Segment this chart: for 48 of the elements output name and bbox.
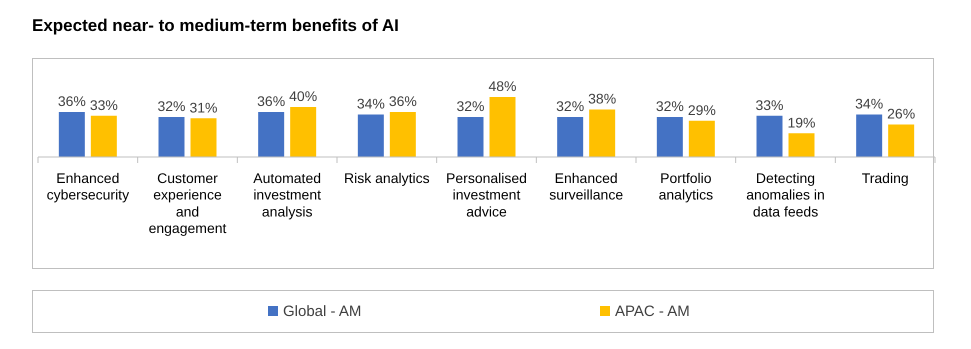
x-tick-label: Automated investment analysis <box>253 170 322 220</box>
bar <box>788 133 814 157</box>
data-label: 26% <box>887 106 916 122</box>
data-label: 36% <box>388 93 417 109</box>
bar <box>688 120 715 157</box>
bar <box>158 117 184 157</box>
bar <box>756 116 782 157</box>
bar <box>490 97 516 157</box>
bar <box>888 124 914 157</box>
x-tick-label: Personalised investment advice <box>446 170 527 220</box>
data-label: 33% <box>90 96 118 113</box>
data-label: 36% <box>58 93 86 109</box>
chart-title: Expected near- to medium-term benefits of AI <box>32 16 399 35</box>
x-tick-label: Portfolio analytics <box>658 170 714 203</box>
bar <box>656 117 683 157</box>
data-label: 32% <box>656 98 684 114</box>
bar <box>190 118 216 157</box>
data-label: 29% <box>688 102 716 118</box>
x-tick-label: Detecting anomalies in data feeds <box>746 170 825 220</box>
data-label: 32% <box>157 98 186 114</box>
data-label: 19% <box>787 114 816 130</box>
bar <box>856 114 882 157</box>
x-tick-label: Risk analytics <box>344 170 430 186</box>
legend-label: APAC - AM <box>615 303 690 320</box>
bar <box>458 117 484 157</box>
data-label: 48% <box>488 78 517 94</box>
data-label: 38% <box>588 90 616 106</box>
x-tick-label: Customer experience and engagement <box>148 170 227 236</box>
data-label: 40% <box>289 88 318 104</box>
x-tick-label: Enhanced cybersecurity <box>46 170 130 203</box>
bar <box>58 112 85 157</box>
data-label: 32% <box>456 98 485 114</box>
x-tick-label: Enhanced surveillance <box>549 170 624 203</box>
bar <box>589 110 616 157</box>
data-label: 36% <box>257 93 286 109</box>
data-label: 32% <box>556 98 584 114</box>
data-label: 34% <box>356 96 385 112</box>
bar <box>290 107 316 157</box>
data-label: 31% <box>189 99 218 116</box>
bar <box>358 114 384 157</box>
data-label: 33% <box>755 96 784 113</box>
bar <box>90 116 117 157</box>
x-tick-label: Trading <box>862 170 909 186</box>
bar <box>557 117 584 157</box>
bar <box>258 112 284 157</box>
bar <box>390 112 416 157</box>
data-label: 34% <box>855 96 884 112</box>
legend-label: Global - AM <box>283 303 362 320</box>
